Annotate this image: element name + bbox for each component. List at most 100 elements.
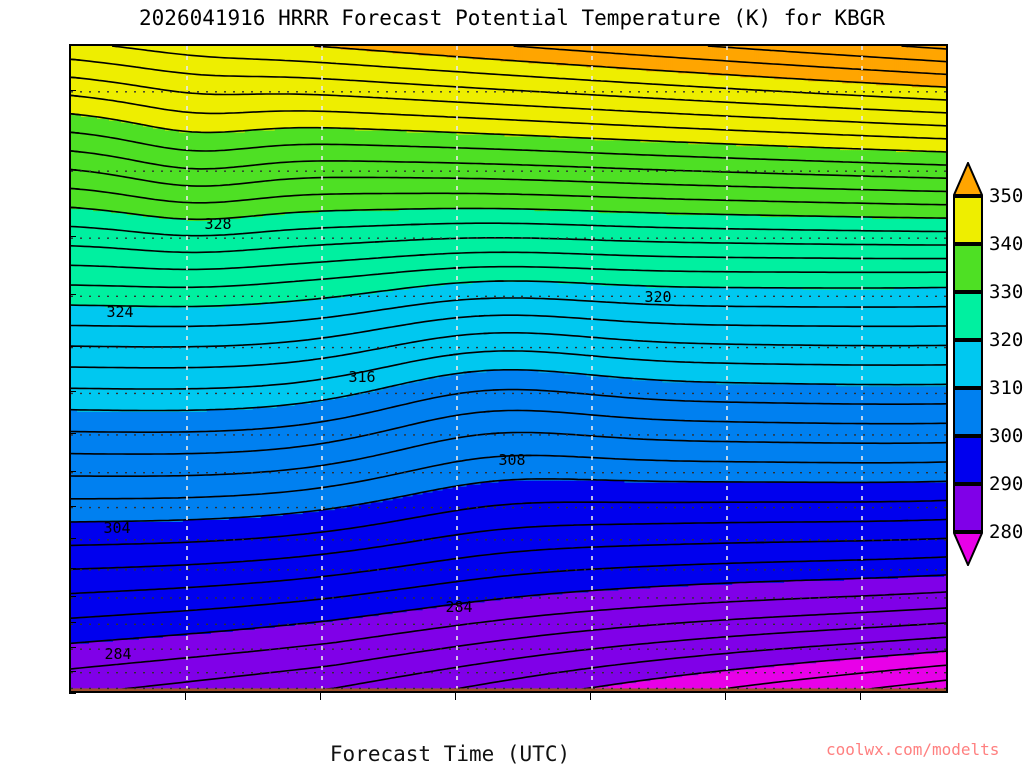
contour-label: 320 <box>644 288 672 306</box>
contour-label: 316 <box>348 368 376 386</box>
contour-line <box>71 265 946 289</box>
pressure-tick-mark <box>69 505 76 507</box>
contour-line <box>112 46 946 101</box>
colorbar-tick-label: 290 <box>989 473 1024 495</box>
contour-line <box>71 518 946 570</box>
contour-line <box>513 46 946 76</box>
contour-line <box>71 556 946 619</box>
colorbar-segment[interactable] <box>953 292 983 340</box>
contour-line <box>71 332 946 369</box>
page-title: 2026041916 HRRR Forecast Potential Tempe… <box>139 6 885 30</box>
contour-line <box>71 454 946 500</box>
pressure-tick-mark <box>69 595 76 597</box>
contour-line <box>71 537 946 595</box>
contour-plot-area <box>69 44 948 693</box>
pressure-tick-mark <box>69 647 76 649</box>
time-tick-mark <box>185 693 186 700</box>
pressure-tick-mark <box>69 345 76 347</box>
pressure-tick-mark <box>69 236 76 238</box>
contour-line <box>908 624 918 627</box>
contour-line <box>930 680 937 683</box>
contour-line <box>71 297 946 328</box>
contour-label: 328 <box>204 215 232 233</box>
contour-line <box>71 131 946 166</box>
contour-line <box>71 131 79 134</box>
contour-line <box>71 94 81 98</box>
contour-line <box>71 58 81 61</box>
contour-line <box>71 150 946 180</box>
contour-line <box>846 679 946 691</box>
contour-line <box>71 113 946 153</box>
contour-line <box>71 187 946 206</box>
x-axis-title: Forecast Time (UTC) <box>329 742 571 766</box>
colorbar-segment[interactable] <box>953 340 983 388</box>
colorbar-segment[interactable] <box>953 196 983 244</box>
contour-line <box>448 353 458 357</box>
colorbar-tick-label: 340 <box>989 233 1024 255</box>
pressure-tick-mark <box>69 294 76 296</box>
colorbar[interactable]: 350 340 330 320 310 300 290 280 <box>952 160 1023 576</box>
contour-line <box>71 76 946 127</box>
time-tick-mark <box>320 693 321 700</box>
contour-line <box>112 46 118 48</box>
contour-line <box>71 574 946 645</box>
colorbar-tick-label: 330 <box>989 281 1024 303</box>
terrain-band <box>71 688 946 691</box>
pressure-tick-mark <box>69 432 76 434</box>
contour-line <box>314 46 323 48</box>
pressure-tick-mark <box>69 622 76 624</box>
colorbar-tick-label: 310 <box>989 377 1024 399</box>
contour-line <box>906 667 913 670</box>
contour-line <box>489 480 495 483</box>
pressure-tick-mark <box>69 391 76 393</box>
watermark: coolwx.com/modelts <box>826 740 1000 759</box>
contour-line <box>71 251 946 271</box>
contour-line <box>71 168 946 193</box>
contour-line <box>565 650 946 691</box>
contour-line <box>71 94 946 140</box>
colorbar-segment[interactable] <box>953 436 983 484</box>
contour-line <box>305 622 946 691</box>
contour-label: 284 <box>104 645 132 663</box>
contour-line <box>439 636 946 691</box>
contour-line <box>98 607 946 691</box>
contour-line <box>707 46 946 63</box>
colorbar-segment[interactable] <box>953 388 983 436</box>
pressure-tick-mark <box>69 89 76 91</box>
colorbar-segment[interactable] <box>953 244 983 292</box>
time-tick-mark <box>725 693 726 700</box>
contour-line <box>490 432 499 435</box>
pressure-tick-mark <box>69 567 76 569</box>
contour-line <box>71 314 946 348</box>
contour-line <box>71 187 81 191</box>
contour-plot-svg <box>71 46 946 691</box>
colorbar-tick-label: 320 <box>989 329 1024 351</box>
colorbar-lower-arrow-outline <box>952 532 984 568</box>
contour-label: 304 <box>103 519 131 537</box>
colorbar-segment[interactable] <box>953 484 983 532</box>
contour-line <box>71 58 946 114</box>
contour-line <box>314 46 946 88</box>
contour-label: 308 <box>498 451 526 469</box>
contour-line <box>71 206 946 221</box>
contour-line <box>941 650 946 653</box>
contour-line <box>71 76 81 79</box>
colorbar-tick-label: 350 <box>989 185 1024 207</box>
contour-line <box>71 150 81 153</box>
contour-label: 284 <box>445 598 473 616</box>
contour-line <box>71 222 946 237</box>
colorbar-upper-arrow-outline <box>952 160 984 196</box>
time-tick-mark <box>590 693 591 700</box>
contour-line <box>71 206 81 209</box>
colorbar-tick-label: 300 <box>989 425 1024 447</box>
contour-line <box>463 371 472 374</box>
pressure-tick-mark <box>69 670 76 672</box>
pressure-tick-mark <box>69 470 76 472</box>
contour-line <box>71 369 946 412</box>
pressure-tick-mark <box>69 537 76 539</box>
contour-line <box>71 113 81 116</box>
contour-line <box>929 637 937 640</box>
contour-line <box>483 410 490 413</box>
time-tick-mark <box>455 693 456 700</box>
pressure-tick-mark <box>69 693 76 694</box>
